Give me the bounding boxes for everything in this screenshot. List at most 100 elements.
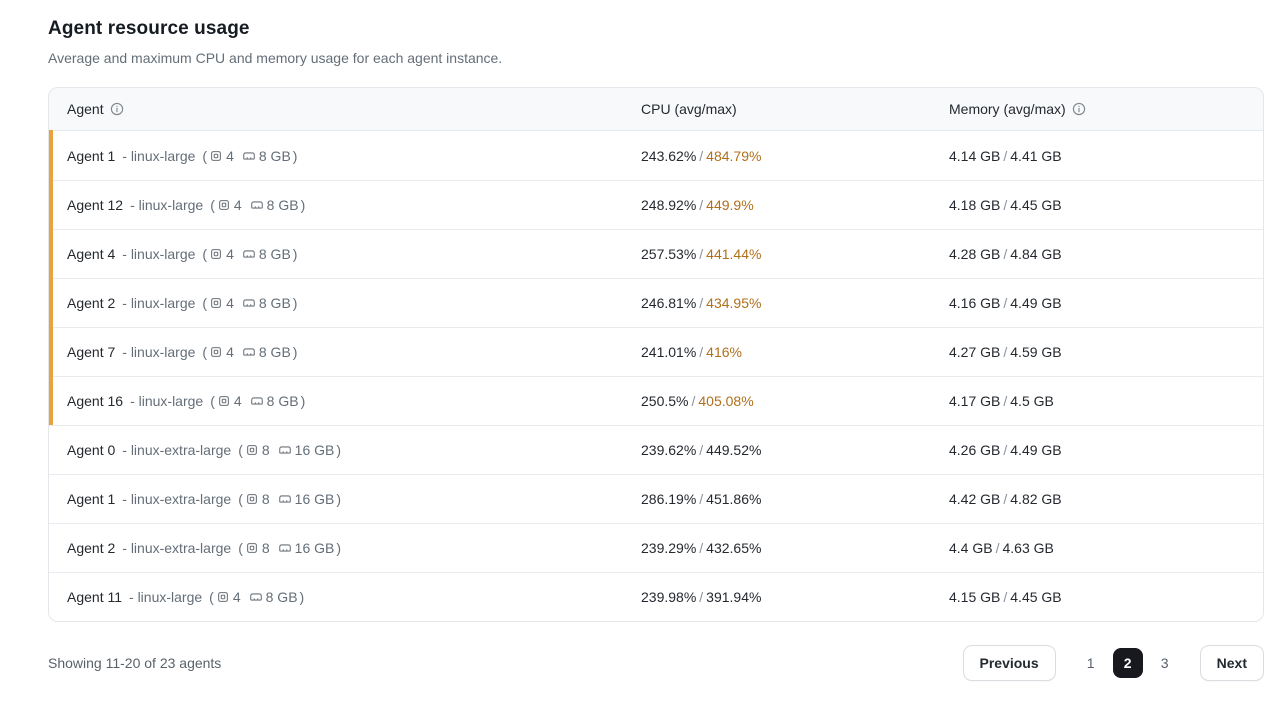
memory-avg-value: 4.18 GB bbox=[949, 197, 1001, 213]
cpu-avg-value: 239.98% bbox=[641, 589, 697, 605]
value-separator: / bbox=[1003, 147, 1008, 164]
agent-specs: ( 8 16 GB ) bbox=[238, 442, 341, 458]
paren-close: ) bbox=[292, 344, 298, 360]
cpu-max-value: 416% bbox=[706, 344, 742, 360]
agent-specs: ( 4 8 GB ) bbox=[209, 589, 304, 605]
page-number-1[interactable]: 1 bbox=[1076, 648, 1106, 678]
memory-usage-cell: 4.26 GB/4.49 GB bbox=[949, 442, 1263, 458]
value-separator: / bbox=[699, 197, 704, 213]
ram-icon bbox=[243, 348, 255, 356]
paren-close: ) bbox=[300, 393, 306, 409]
value-separator: / bbox=[699, 491, 704, 507]
agent-cell: Agent 12 - linux-large ( 4 bbox=[49, 197, 641, 213]
cpu-count: 4 bbox=[233, 197, 242, 213]
cpu-avg-value: 257.53% bbox=[641, 246, 697, 262]
value-separator: / bbox=[1003, 246, 1008, 262]
paren-close: ) bbox=[336, 540, 342, 556]
value-separator: / bbox=[1003, 344, 1008, 360]
cpu-count: 4 bbox=[232, 589, 241, 605]
page-number-3[interactable]: 3 bbox=[1150, 648, 1180, 678]
column-header-cpu: CPU (avg/max) bbox=[641, 101, 949, 117]
table-row: Agent 0 - linux-extra-large ( 8 bbox=[49, 425, 1263, 474]
paren-open: ( bbox=[238, 491, 243, 507]
next-page-button[interactable]: Next bbox=[1199, 645, 1264, 681]
table-header: Agent CPU (avg/max) Memory (avg/max) bbox=[49, 88, 1263, 131]
memory-max-value: 4.5 GB bbox=[1010, 393, 1054, 409]
agent-cell: Agent 11 - linux-large ( 4 bbox=[49, 589, 641, 605]
memory-spec: 8 GB bbox=[250, 393, 299, 409]
memory-size: 8 GB bbox=[258, 295, 291, 311]
agents-table: Agent CPU (avg/max) Memory (avg/max) bbox=[48, 87, 1264, 622]
paren-close: ) bbox=[336, 491, 342, 507]
page-title: Agent resource usage bbox=[48, 18, 250, 39]
table-row: Agent 1 - linux-extra-large ( 8 bbox=[49, 474, 1263, 523]
cpu-avg-value: 239.29% bbox=[641, 540, 697, 556]
high-usage-indicator bbox=[49, 180, 53, 229]
cpu-count: 8 bbox=[261, 442, 270, 458]
value-separator: / bbox=[691, 393, 696, 409]
value-separator: / bbox=[1003, 197, 1008, 213]
agent-specs: ( 4 8 GB ) bbox=[210, 393, 305, 409]
table-row: Agent 16 - linux-large ( 4 bbox=[49, 376, 1263, 425]
table-row: Agent 2 - linux-extra-large ( 8 bbox=[49, 523, 1263, 572]
info-icon[interactable] bbox=[1072, 102, 1086, 116]
paren-close: ) bbox=[300, 197, 306, 213]
memory-max-value: 4.45 GB bbox=[1010, 197, 1062, 213]
memory-spec: 8 GB bbox=[242, 295, 291, 311]
agent-specs: ( 4 8 GB ) bbox=[202, 148, 297, 164]
memory-max-value: 4.82 GB bbox=[1010, 491, 1062, 507]
cpu-count: 4 bbox=[233, 393, 242, 409]
cpu-max-value: 432.65% bbox=[706, 540, 762, 556]
paren-open: ( bbox=[202, 246, 208, 262]
cpu-usage-cell: 250.5%/405.08% bbox=[641, 393, 949, 409]
paren-open: ( bbox=[238, 540, 243, 556]
agent-cell: Agent 7 - linux-large ( 4 bbox=[49, 344, 641, 360]
cpu-avg-value: 248.92% bbox=[641, 197, 697, 213]
cpu-spec: 8 bbox=[245, 540, 270, 556]
column-header-agent: Agent bbox=[49, 101, 641, 117]
info-icon[interactable] bbox=[110, 102, 124, 116]
cpu-chip-icon bbox=[211, 150, 221, 161]
agent-flavor: - linux-extra-large bbox=[122, 442, 232, 458]
cpu-max-value: 484.79% bbox=[706, 147, 762, 164]
cpu-usage-cell: 248.92%/449.9% bbox=[641, 197, 949, 213]
memory-max-value: 4.41 GB bbox=[1010, 147, 1062, 164]
cpu-chip-icon bbox=[246, 543, 257, 553]
agent-specs: ( 4 8 GB ) bbox=[202, 246, 297, 262]
agent-column-label: Agent bbox=[67, 101, 104, 117]
cpu-chip-icon bbox=[217, 592, 228, 602]
agent-flavor: - linux-large bbox=[122, 295, 196, 311]
memory-spec: 8 GB bbox=[250, 197, 299, 213]
cpu-usage-cell: 257.53%/441.44% bbox=[641, 246, 949, 262]
cpu-max-value: 451.86% bbox=[706, 491, 762, 507]
memory-avg-value: 4.4 GB bbox=[949, 540, 993, 556]
paren-open: ( bbox=[210, 197, 215, 213]
agent-flavor: - linux-large bbox=[122, 147, 196, 164]
value-separator: / bbox=[1003, 589, 1008, 605]
memory-spec: 8 GB bbox=[242, 246, 291, 262]
memory-size: 16 GB bbox=[294, 540, 335, 556]
agent-flavor: - linux-large bbox=[130, 393, 204, 409]
paren-open: ( bbox=[202, 344, 208, 360]
ram-icon bbox=[278, 495, 291, 503]
agent-name: Agent 1 bbox=[67, 491, 116, 507]
value-separator: / bbox=[1003, 295, 1008, 311]
agent-cell: Agent 1 - linux-extra-large ( 8 bbox=[49, 491, 641, 507]
cpu-spec: 4 bbox=[216, 589, 241, 605]
ram-icon bbox=[278, 446, 291, 454]
memory-spec: 8 GB bbox=[242, 344, 291, 360]
memory-usage-cell: 4.18 GB/4.45 GB bbox=[949, 197, 1263, 213]
cpu-max-value: 405.08% bbox=[698, 393, 754, 409]
previous-page-button[interactable]: Previous bbox=[962, 645, 1056, 681]
table-row: Agent 2 - linux-large ( 4 bbox=[49, 278, 1263, 327]
high-usage-indicator bbox=[49, 229, 53, 278]
agent-name: Agent 12 bbox=[67, 197, 124, 213]
cpu-avg-value: 243.62% bbox=[641, 147, 697, 164]
paren-close: ) bbox=[292, 295, 298, 311]
page-number-2[interactable]: 2 bbox=[1112, 648, 1143, 678]
ram-icon bbox=[243, 299, 255, 307]
results-summary: Showing 11-20 of 23 agents bbox=[48, 655, 222, 671]
memory-max-value: 4.63 GB bbox=[1002, 540, 1054, 556]
ram-icon bbox=[249, 593, 262, 601]
